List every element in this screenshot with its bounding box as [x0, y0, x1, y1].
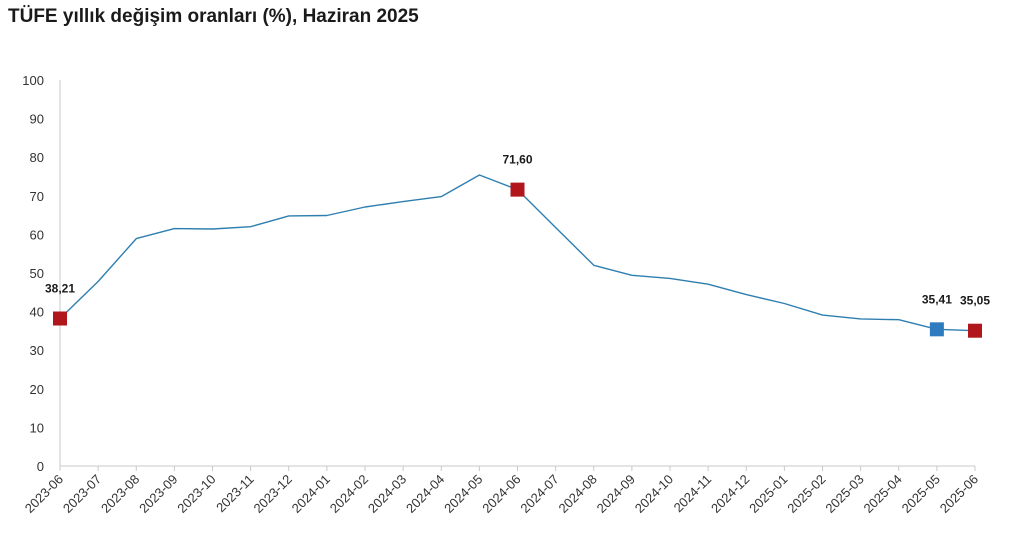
x-tick-label: 2024-07: [517, 472, 561, 516]
y-tick-label: 100: [22, 73, 44, 88]
x-tick-label: 2024-11: [671, 472, 715, 516]
chart-title: TÜFE yıllık değişim oranları (%), Hazira…: [8, 6, 419, 27]
x-tick-label: 2025-03: [822, 472, 866, 516]
x-tick-label: 2023-10: [174, 472, 218, 516]
data-marker: [510, 182, 525, 197]
data-label: 71,60: [502, 153, 532, 167]
x-tick-label: 2024-02: [327, 472, 371, 516]
data-label: 35,05: [960, 294, 990, 308]
x-tick-label: 2025-06: [937, 472, 981, 516]
y-tick-label: 50: [30, 266, 44, 281]
x-tick-label: 2025-01: [746, 472, 790, 516]
y-tick-label: 80: [30, 150, 44, 165]
data-marker: [929, 322, 944, 337]
x-tick-label: 2024-04: [403, 472, 447, 516]
x-tick-label: 2025-05: [899, 472, 943, 516]
y-tick-label: 10: [30, 420, 44, 435]
x-tick-label: 2024-09: [594, 472, 638, 516]
series-line: [59, 174, 976, 332]
y-tick-label: 90: [30, 112, 44, 127]
x-tick-label: 2024-08: [556, 472, 600, 516]
data-marker: [968, 323, 982, 338]
x-tick-label: 2024-05: [441, 472, 485, 516]
y-tick-label: 0: [37, 459, 44, 474]
x-tick-label: 2023-06: [22, 472, 66, 516]
y-tick-label: 40: [30, 305, 44, 320]
y-tick-label: 30: [30, 343, 44, 358]
x-tick-label: 2024-01: [289, 472, 333, 516]
x-tick-label: 2023-09: [136, 472, 180, 516]
y-tick-label: 70: [30, 189, 44, 204]
x-tick-label: 2024-12: [708, 472, 752, 516]
x-tick-label: 2024-06: [479, 472, 523, 516]
data-label: 38,21: [45, 282, 75, 296]
x-tick-label: 2025-04: [861, 472, 905, 516]
x-tick-label: 2023-07: [60, 472, 104, 516]
y-tick-label: 60: [30, 227, 44, 242]
x-tick-label: 2023-11: [213, 472, 257, 516]
y-tick-label: 20: [30, 382, 44, 397]
data-marker: [53, 311, 67, 326]
data-label: 35,41: [922, 292, 952, 306]
x-tick-label: 2024-03: [365, 472, 409, 516]
x-tick-label: 2024-10: [632, 472, 676, 516]
x-tick-label: 2023-08: [98, 472, 142, 516]
x-tick-label: 2025-02: [784, 472, 828, 516]
x-tick-label: 2023-12: [251, 472, 295, 516]
